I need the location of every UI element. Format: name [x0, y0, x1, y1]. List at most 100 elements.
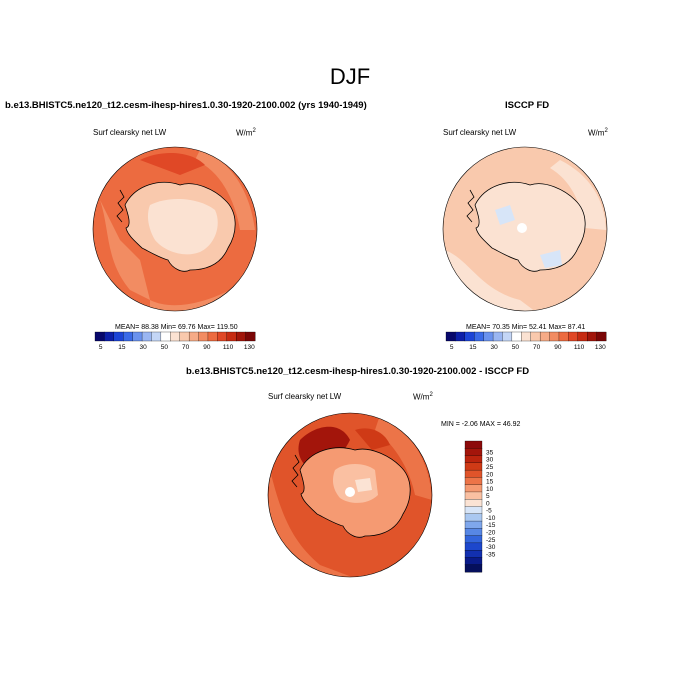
diff-colorbar-box: [464, 506, 483, 515]
model-colorbar-tick-label: 70: [182, 344, 190, 351]
model-colorbar-box: [141, 331, 152, 342]
diff-colorbar-box: [464, 448, 483, 457]
model-colorbar-box: [179, 331, 190, 342]
model-colorbar-box: [217, 331, 228, 342]
diff-colorbar-tick-label: 25: [486, 464, 494, 471]
model-panel-title: b.e13.BHISTC5.ne120_t12.cesm-ihesp-hires…: [5, 100, 367, 111]
diff-colorbar-box: [464, 557, 483, 566]
obs-colorbar-box: [445, 331, 456, 342]
model-colorbar-tick-label: 130: [244, 344, 255, 351]
model-units-label: W/m2: [236, 128, 256, 138]
diff-colorbar-tick-label: 5: [486, 493, 490, 500]
diff-colorbar-tick-label: -5: [486, 508, 492, 515]
model-colorbar-tick-label: 30: [140, 344, 148, 351]
obs-colorbar-box: [492, 331, 503, 342]
diff-colorbar-tick-label: 15: [486, 479, 494, 486]
obs-colorbar-tick-label: 70: [533, 344, 541, 351]
obs-colorbar-tick-label: 5: [450, 344, 454, 351]
obs-colorbar-box: [568, 331, 579, 342]
obs-colorbar-tick-label: 90: [554, 344, 562, 351]
obs-colorbar-box: [455, 331, 466, 342]
model-colorbar-tick-label: 90: [203, 344, 211, 351]
model-colorbar-box: [132, 331, 143, 342]
obs-colorbar-box: [502, 331, 513, 342]
model-colorbar-box: [188, 331, 199, 342]
diff-colorbar-tick-label: -30: [486, 544, 496, 551]
diff-colorbar-tick-label: 35: [486, 449, 494, 456]
obs-colorbar-box: [558, 331, 569, 342]
diff-colorbar-box: [464, 440, 483, 449]
diff-colorbar-box: [464, 469, 483, 478]
diff-units-label: W/m2: [413, 392, 433, 402]
figure-title: DJF: [329, 64, 371, 89]
obs-colorbar-box: [596, 331, 607, 342]
obs-colorbar-tick-label: 30: [491, 344, 499, 351]
obs-colorbar-box: [587, 331, 598, 342]
diff-colorbar-box: [464, 535, 483, 544]
diff-colorbar-box: [464, 564, 483, 573]
model-stats-text: MEAN= 88.38 Min= 69.76 Max= 119.50: [115, 324, 238, 331]
model-colorbar-box: [170, 331, 181, 342]
diff-colorbar-tick-label: 30: [486, 457, 494, 464]
model-colorbar-tick-label: 15: [118, 344, 126, 351]
diff-variable-label: Surf clearsky net LW: [268, 392, 342, 401]
model-variable-label: Surf clearsky net LW: [93, 128, 167, 137]
obs-colorbar-box: [464, 331, 475, 342]
diff-colorbar-tick-label: 20: [486, 471, 494, 478]
obs-map: [443, 147, 607, 311]
model-colorbar-box: [113, 331, 124, 342]
obs-variable-label: Surf clearsky net LW: [443, 128, 517, 137]
obs-colorbar-box: [549, 331, 560, 342]
obs-colorbar-tick-label: 15: [469, 344, 477, 351]
model-colorbar-box: [207, 331, 218, 342]
obs-colorbar-tick-label: 50: [512, 344, 520, 351]
diff-colorbar-box: [464, 499, 483, 507]
model-colorbar-box: [236, 331, 247, 342]
model-colorbar-box: [198, 331, 209, 342]
model-colorbar-box: [123, 331, 134, 342]
diff-colorbar-box: [464, 528, 483, 537]
obs-colorbar-box: [511, 331, 522, 342]
model-colorbar-box: [151, 331, 162, 342]
diff-colorbar-tick-label: -35: [486, 551, 496, 558]
model-colorbar-box: [94, 331, 105, 342]
model-colorbar-box: [226, 331, 237, 342]
obs-colorbar: 5 15 30 50 70 90 110 130: [445, 331, 607, 351]
diff-map: [268, 413, 432, 577]
diff-colorbar-box: [464, 513, 483, 522]
model-colorbar-box: [160, 331, 171, 342]
diff-colorbar-tick-label: 0: [486, 500, 490, 507]
diff-stats-text: MIN = -2.06 MAX = 46.92: [441, 421, 521, 428]
diff-panel-title: b.e13.BHISTC5.ne120_t12.cesm-ihesp-hires…: [186, 366, 530, 377]
obs-panel-title: ISCCP FD: [505, 100, 550, 111]
obs-colorbar-box: [474, 331, 485, 342]
diff-colorbar-box: [464, 484, 483, 493]
model-colorbar-box: [245, 331, 256, 342]
diff-colorbar-tick-label: 10: [486, 486, 494, 493]
diff-colorbar-box: [464, 542, 483, 551]
diff-colorbar-tick-label: -15: [486, 522, 496, 529]
obs-colorbar-box: [483, 331, 494, 342]
obs-colorbar-tick-label: 130: [595, 344, 606, 351]
obs-colorbar-box: [521, 331, 532, 342]
model-colorbar-tick-label: 50: [161, 344, 169, 351]
diff-colorbar-box: [464, 550, 483, 558]
obs-colorbar-tick-label: 110: [574, 344, 585, 351]
obs-colorbar-box: [530, 331, 541, 342]
model-colorbar: 5 15 30 50 70 90 110 130: [94, 331, 256, 351]
obs-colorbar-box: [539, 331, 550, 342]
model-colorbar-box: [104, 331, 115, 342]
diff-colorbar-box: [464, 477, 483, 486]
diff-colorbar-box: [464, 455, 483, 464]
obs-colorbar-box: [577, 331, 588, 342]
obs-units-label: W/m2: [588, 128, 608, 138]
diff-colorbar-tick-label: -20: [486, 529, 496, 536]
diff-colorbar-box: [464, 520, 483, 529]
obs-stats-text: MEAN= 70.35 Min= 52.41 Max= 87.41: [466, 324, 586, 331]
diff-colorbar-box: [464, 462, 483, 471]
diff-colorbar-tick-label: -10: [486, 515, 496, 522]
model-colorbar-tick-label: 5: [99, 344, 103, 351]
model-colorbar-tick-label: 110: [223, 344, 234, 351]
